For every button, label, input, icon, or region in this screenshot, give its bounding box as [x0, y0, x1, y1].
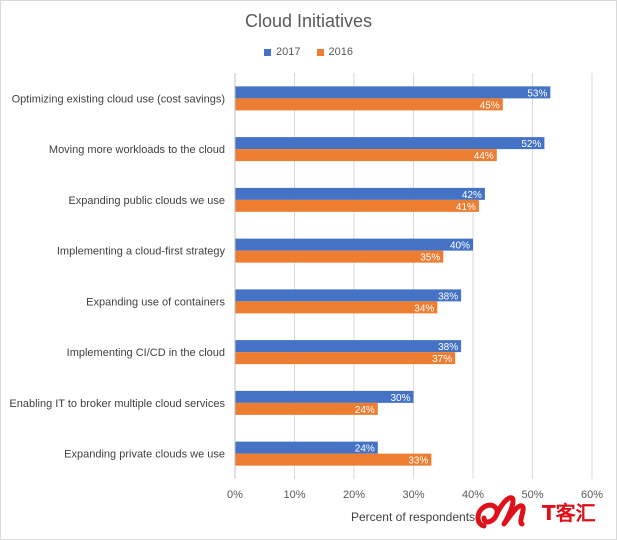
svg-text:T客汇: T客汇	[542, 501, 596, 525]
category-label: Expanding public clouds we use	[68, 195, 225, 207]
legend-label-2017: 2017	[276, 46, 301, 58]
data-label-2017: 38%	[438, 291, 458, 302]
data-label-2016: 24%	[355, 405, 375, 416]
bar-2016	[235, 149, 497, 162]
data-label-2017: 30%	[390, 393, 410, 404]
x-tick-label: 0%	[227, 489, 243, 501]
legend-item-2016: 2016	[316, 46, 353, 58]
category-label: Enabling IT to broker multiple cloud ser…	[9, 398, 225, 410]
bar-2017	[235, 86, 551, 99]
data-label-2016: 37%	[432, 354, 452, 365]
category-label: Implementing a cloud-first strategy	[57, 246, 226, 258]
bar-2017	[235, 340, 462, 353]
data-label-2016: 41%	[456, 202, 476, 213]
bar-2017	[235, 289, 462, 302]
data-label-2016: 45%	[480, 100, 500, 111]
bar-2017	[235, 390, 414, 403]
bar-2017	[235, 238, 473, 251]
category-label: Optimizing existing cloud use (cost savi…	[12, 93, 225, 105]
x-tick-label: 30%	[402, 489, 424, 501]
chart-title: Cloud Initiatives	[244, 11, 373, 31]
bar-2017	[235, 187, 485, 200]
bar-2016	[235, 453, 432, 466]
bar-2016	[235, 352, 456, 365]
x-tick-label: 20%	[343, 489, 365, 501]
x-tick-label: 60%	[581, 489, 603, 501]
category-label: Implementing CI/CD in the cloud	[67, 347, 225, 359]
legend-item-2017: 2017	[264, 46, 301, 58]
data-label-2016: 35%	[420, 253, 440, 264]
bar-2016	[235, 250, 444, 263]
x-tick-label: 50%	[521, 489, 543, 501]
legend-label-2016: 2016	[328, 46, 353, 58]
bar-2016	[235, 402, 378, 415]
x-tick-label: 10%	[283, 489, 305, 501]
bar-2016	[235, 301, 438, 314]
bar-2017	[235, 137, 545, 150]
legend-swatch-2017	[264, 48, 272, 56]
data-label-2017: 24%	[355, 444, 375, 455]
bar-2016	[235, 199, 479, 212]
data-label-2016: 34%	[414, 303, 434, 314]
data-label-2017: 52%	[521, 139, 541, 150]
data-label-2017: 38%	[438, 342, 458, 353]
bar-2017	[235, 441, 378, 454]
x-tick-label: 40%	[462, 489, 484, 501]
data-label-2016: 44%	[474, 151, 494, 162]
data-label-2017: 53%	[527, 88, 547, 99]
data-label-2017: 40%	[450, 241, 470, 252]
category-label: Expanding private clouds we use	[64, 449, 225, 461]
legend-swatch-2016	[316, 48, 324, 56]
chart-legend: 2017 2016	[0, 46, 617, 58]
x-axis-title: Percent of respondents	[351, 510, 475, 524]
bar-2016	[235, 98, 503, 111]
category-label: Expanding use of containers	[86, 296, 225, 308]
data-label-2017: 42%	[462, 190, 482, 201]
itkehui-watermark-logo: T客汇	[475, 495, 596, 529]
category-label: Moving more workloads to the cloud	[49, 144, 225, 156]
data-label-2016: 33%	[408, 456, 428, 467]
